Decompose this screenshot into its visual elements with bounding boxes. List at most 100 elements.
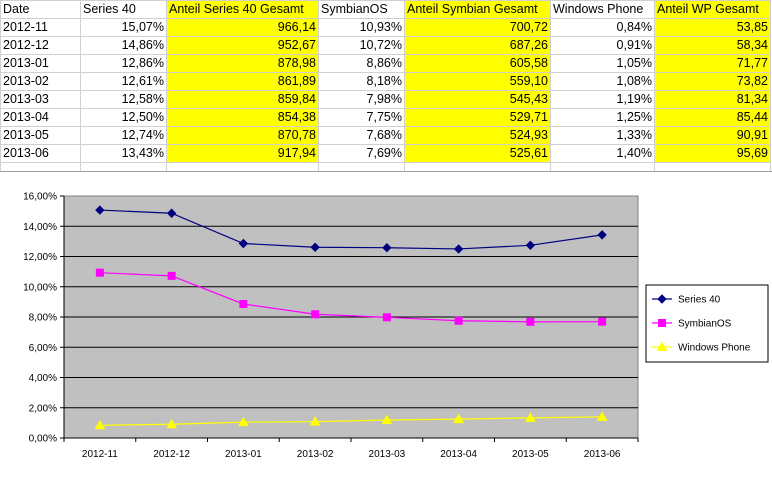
table-cell[interactable]: 2013-04 [0, 108, 81, 127]
table-cell[interactable]: 2013-03 [0, 90, 81, 109]
table-cell[interactable]: 524,93 [404, 126, 551, 145]
symbianos-line [99, 272, 603, 323]
table-cell[interactable]: 81,34 [654, 90, 771, 109]
header-windows-phone[interactable]: Windows Phone [550, 0, 655, 19]
table-cell[interactable]: 10,72% [318, 36, 405, 55]
series-40-point [525, 240, 536, 251]
table-cell[interactable]: 12,50% [80, 108, 167, 127]
table-cell[interactable]: 0,84% [550, 18, 655, 37]
x-tick-label: 2012-12 [153, 449, 190, 460]
table-cell[interactable]: 687,26 [404, 36, 551, 55]
table-cell[interactable]: 1,08% [550, 72, 655, 91]
windows-phone-point [166, 418, 177, 429]
table-cell[interactable]: 700,72 [404, 18, 551, 37]
windows-phone-point [453, 413, 464, 424]
series-40-point [597, 230, 607, 240]
table-cell[interactable]: 8,86% [318, 54, 405, 73]
symbianos-point [95, 268, 104, 277]
windows-phone-point [596, 411, 608, 421]
legend-label: SymbianOS [678, 319, 732, 330]
symbianos-point [526, 317, 535, 326]
windows-phone-point [309, 416, 321, 426]
table-cell[interactable]: 14,86% [80, 36, 167, 55]
legend-marker-series-40 [657, 294, 667, 304]
table-cell[interactable]: 605,58 [404, 54, 551, 73]
table-cell[interactable]: 13,43% [80, 144, 167, 163]
table-row: 2013-02 12,61% 861,89 8,18% 559,10 1,08% 73,82 [0, 72, 771, 91]
windows-phone-line [99, 416, 603, 426]
y-tick-label: 16,00% [23, 192, 57, 203]
table-cell[interactable]: 859,84 [166, 90, 319, 109]
header-anteil-series40[interactable]: Anteil Series 40 Gesamt [166, 0, 319, 19]
header-date[interactable]: Date [0, 0, 81, 19]
table-cell[interactable]: 71,77 [654, 54, 771, 73]
y-tick-label: 12,00% [23, 252, 57, 263]
table-cell[interactable]: 15,07% [80, 18, 167, 37]
table-cell[interactable]: 90,91 [654, 126, 771, 145]
series-40-point [166, 208, 177, 218]
table-cell[interactable]: 529,71 [404, 108, 551, 127]
series-40-line [99, 209, 603, 250]
table-cell[interactable]: 2012-12 [0, 36, 81, 55]
legend-label: Windows Phone [678, 343, 751, 354]
y-tick-label: 0,00% [29, 434, 57, 445]
y-tick-label: 14,00% [23, 222, 57, 233]
series-40-point [382, 243, 392, 253]
series-40-point [310, 242, 320, 252]
header-series40[interactable]: Series 40 [80, 0, 167, 19]
table-cell[interactable]: 58,34 [654, 36, 771, 55]
windows-phone-point [238, 416, 249, 427]
table-cell[interactable]: 1,19% [550, 90, 655, 109]
header-symbianos[interactable]: SymbianOS [318, 0, 405, 19]
table-cell[interactable]: 1,40% [550, 144, 655, 163]
x-tick-label: 2013-01 [225, 449, 262, 460]
table-cell[interactable]: 2013-06 [0, 144, 81, 163]
table-cell[interactable]: 2013-02 [0, 72, 81, 91]
table-cell[interactable]: 0,91% [550, 36, 655, 55]
table-cell[interactable]: 1,05% [550, 54, 655, 73]
table-cell[interactable]: 917,94 [166, 144, 319, 163]
symbianos-point [454, 316, 463, 325]
x-tick-label: 2013-04 [440, 449, 477, 460]
symbianos-point [382, 313, 391, 322]
header-anteil-wp[interactable]: Anteil WP Gesamt [654, 0, 771, 19]
table-cell[interactable]: 966,14 [166, 18, 319, 37]
table-cell[interactable]: 2013-05 [0, 126, 81, 145]
table-cell[interactable]: 7,75% [318, 108, 405, 127]
series-40-point [238, 238, 249, 249]
table-cell[interactable]: 53,85 [654, 18, 771, 37]
table-cell[interactable]: 878,98 [166, 54, 319, 73]
y-tick-label: 2,00% [29, 403, 57, 414]
symbianos-point [239, 299, 248, 308]
table-row: 2013-01 12,86% 878,98 8,86% 605,58 1,05% 71,77 [0, 54, 771, 73]
data-table: Date Series 40 Anteil Series 40 Gesamt Symb… [0, 0, 771, 181]
table-cell[interactable]: 2013-01 [0, 54, 81, 73]
table-cell[interactable]: 95,69 [654, 144, 771, 163]
table-cell[interactable]: 73,82 [654, 72, 771, 91]
x-tick-label: 2013-02 [297, 449, 334, 460]
x-tick-label: 2013-05 [512, 449, 549, 460]
table-cell[interactable]: 525,61 [404, 144, 551, 163]
table-cell[interactable]: 10,93% [318, 18, 405, 37]
table-cell[interactable]: 12,74% [80, 126, 167, 145]
table-cell[interactable]: 854,38 [166, 108, 319, 127]
table-cell[interactable]: 8,18% [318, 72, 405, 91]
table-cell[interactable]: 2012-11 [0, 18, 81, 37]
table-cell[interactable]: 12,58% [80, 90, 167, 109]
table-cell[interactable]: 870,78 [166, 126, 319, 145]
table-cell[interactable]: 1,33% [550, 126, 655, 145]
table-cell[interactable]: 861,89 [166, 72, 319, 91]
table-cell[interactable]: 12,86% [80, 54, 167, 73]
symbianos-point [311, 310, 320, 319]
header-anteil-symbian[interactable]: Anteil Symbian Gesamt [404, 0, 551, 19]
table-cell[interactable]: 545,43 [404, 90, 551, 109]
table-cell[interactable]: 559,10 [404, 72, 551, 91]
table-cell[interactable]: 1,25% [550, 108, 655, 127]
x-tick-label: 2012-11 [82, 449, 118, 460]
table-cell[interactable]: 12,61% [80, 72, 167, 91]
table-cell[interactable]: 85,44 [654, 108, 771, 127]
table-cell[interactable]: 952,67 [166, 36, 319, 55]
table-cell[interactable]: 7,68% [318, 126, 405, 145]
table-cell[interactable]: 7,98% [318, 90, 405, 109]
table-cell[interactable]: 7,69% [318, 144, 405, 163]
